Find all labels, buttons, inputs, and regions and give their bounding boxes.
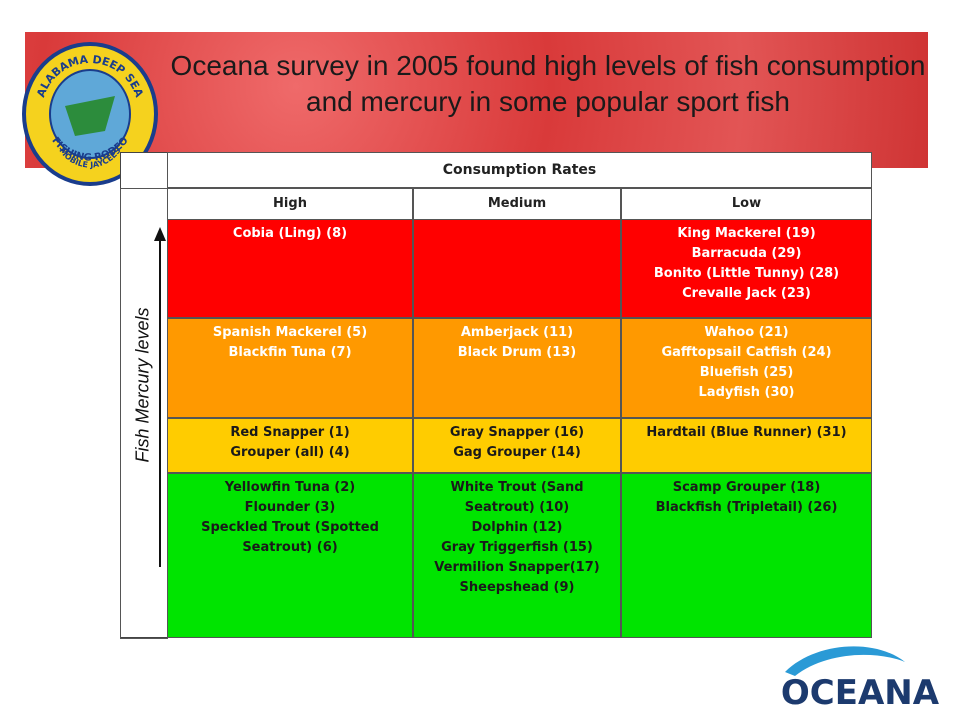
table-cell: Wahoo (21) Gafftopsail Catfish (24) Bluefi…	[621, 318, 872, 418]
table: Consumption Rates High Medium Low Cobia (Lin…	[120, 152, 872, 639]
fish-entry: Bluefish (25)	[699, 365, 794, 380]
fish-entry: Flounder (3)	[244, 500, 336, 515]
table-cell	[413, 219, 621, 318]
fish-entry: Speckled Trout (Spotted Seatrout) (6)	[201, 520, 379, 555]
fish-entry: Vermilion Snapper(17)	[434, 560, 600, 575]
fish-entry: Ladyfish (30)	[698, 385, 795, 400]
fish-entry: Spanish Mackerel (5)	[212, 325, 368, 340]
fish-entry: Red Snapper (1)	[230, 425, 350, 440]
fish-entry: Cobia (Ling) (8)	[232, 226, 348, 241]
table-cell: Spanish Mackerel (5) Blackfin Tuna (7)	[167, 318, 413, 418]
table-cell: Hardtail (Blue Runner) (31)	[621, 418, 872, 473]
fish-entry: Gray Triggerfish (15)	[441, 540, 593, 555]
fish-entry: Crevalle Jack (23)	[682, 286, 811, 301]
arrow	[154, 227, 166, 567]
table-cell: Cobia (Ling) (8)	[167, 219, 413, 318]
fish-entry: Hardtail (Blue Runner) (31)	[646, 425, 847, 440]
fish-entry: Grouper (all) (4)	[230, 445, 350, 460]
fish-entry: Gag Grouper (14)	[453, 445, 581, 460]
fish-entry: Barracuda (29)	[691, 246, 802, 261]
fish-entry: Bonito (Little Tunny) (28)	[653, 266, 840, 281]
table-cell: Scamp Grouper (18) Blackfish (Tripletail)…	[621, 473, 872, 638]
brand-text: OCEANA	[781, 673, 940, 713]
brand-logo: OCEANA	[781, 646, 940, 713]
slide-title: Oceana survey in 2005 found high levels …	[170, 50, 926, 117]
fish-entry: Gafftopsail Catfish (24)	[661, 345, 832, 360]
table-cell: King Mackerel (19) Barracuda (29) Bonito (…	[621, 219, 872, 318]
fish-entry: Dolphin (12)	[471, 520, 563, 535]
fish-entry: King Mackerel (19)	[677, 226, 816, 241]
fish-entry: Gray Snapper (16)	[449, 425, 585, 440]
badge-logo: ALABAMA DEEP SEA FISHING RODEO MOBILE JA…	[22, 42, 158, 186]
table-cell: Amberjack (11) Black Drum (13)	[413, 318, 621, 418]
fish-entry: Sheepshead (9)	[459, 580, 575, 595]
table-cell: White Trout (Sand Seatrout) (10) Dolphin …	[413, 473, 621, 638]
banner	[25, 32, 928, 168]
table-caption: Consumption Rates	[167, 152, 872, 188]
table-cell: Red Snapper (1) Grouper (all) (4)	[167, 418, 413, 473]
fish-entry: Black Drum (13)	[457, 345, 577, 360]
row-axis-label: Fish Mercury levels	[132, 307, 153, 463]
column-header: Medium	[413, 188, 621, 220]
table-cell: Gray Snapper (16) Gag Grouper (14)	[413, 418, 621, 473]
fish-entry: Wahoo (21)	[704, 325, 789, 340]
fish-entry: Scamp Grouper (18)	[672, 480, 821, 495]
column-header: Low	[621, 188, 872, 220]
fish-entry: Blackfin Tuna (7)	[228, 345, 352, 360]
fish-entry: White Trout (Sand Seatrout) (10)	[450, 480, 584, 515]
fish-entry: Yellowfin Tuna (2)	[224, 480, 356, 495]
fish-entry: Blackfish (Tripletail) (26)	[655, 500, 838, 515]
table-cell: Yellowfin Tuna (2) Flounder (3) Speckled T…	[167, 473, 413, 638]
column-header: High	[167, 188, 413, 220]
fish-entry: Amberjack (11)	[460, 325, 574, 340]
